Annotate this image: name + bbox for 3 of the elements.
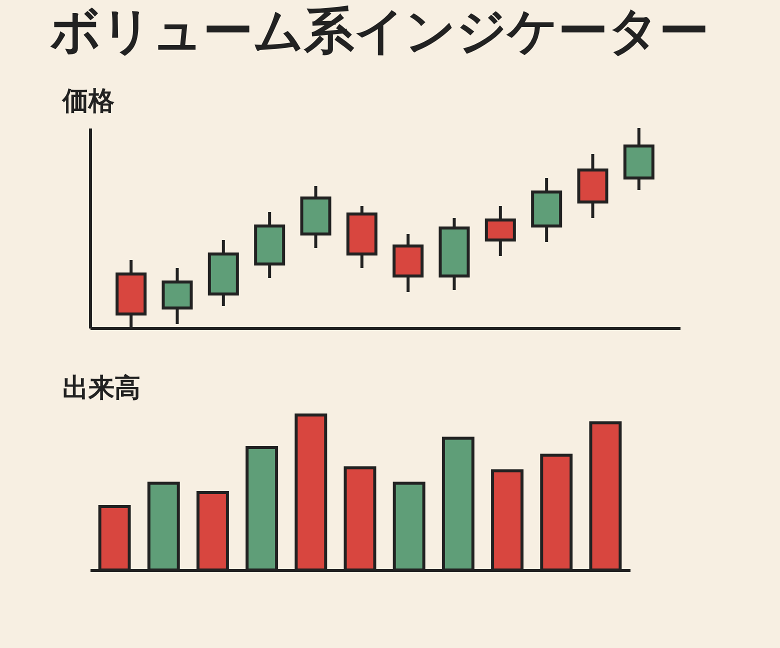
y-axis-title: 出来高 [62, 374, 140, 404]
y-axis-title: 価格 [62, 86, 114, 116]
chart-title: ボリューム系インジケーター [50, 2, 709, 60]
